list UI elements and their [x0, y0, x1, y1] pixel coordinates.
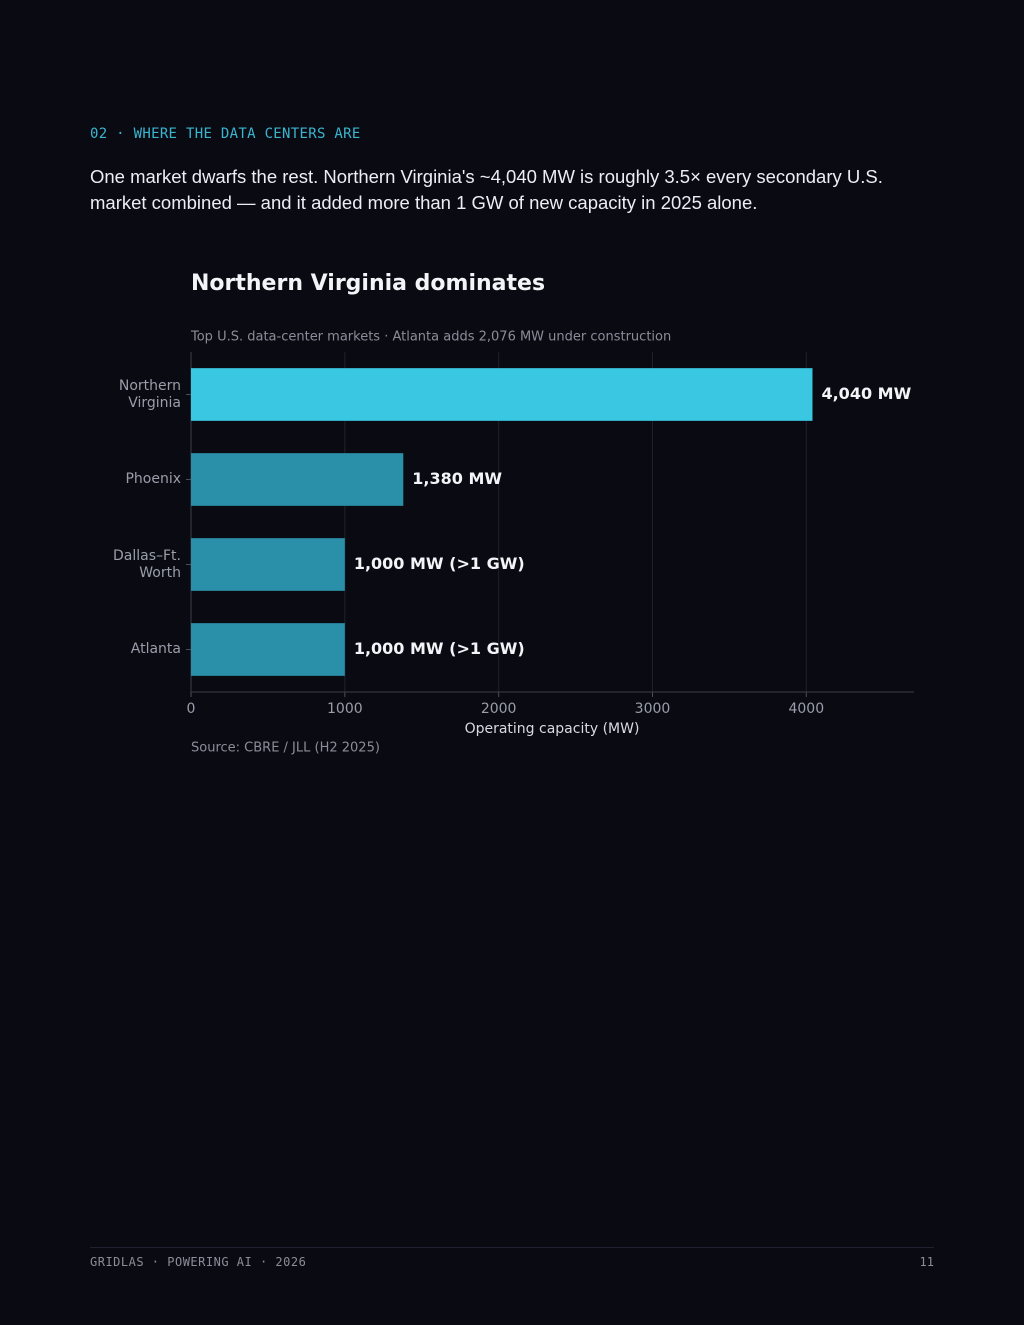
category-label: Northern Virginia [118, 377, 181, 411]
footer-text: GRIDLAS · POWERING AI · 2026 [90, 1255, 307, 1269]
x-tick-label: 1000 [327, 701, 363, 717]
source-note: Source: CBRE / JLL (H2 2025) [191, 741, 380, 756]
category-label: Phoenix [125, 471, 181, 487]
value-label: 1,000 MW (>1 GW) [354, 554, 525, 573]
x-tick-label: 3000 [635, 701, 671, 717]
x-tick-label: 2000 [481, 701, 517, 717]
chart-subtitle: Top U.S. data-center markets · Atlanta a… [190, 330, 671, 345]
footer-rule [90, 1247, 934, 1248]
x-tick-label: 0 [187, 701, 196, 717]
section-label: 02 · WHERE THE DATA CENTERS ARE [90, 126, 361, 142]
x-tick-label: 4000 [788, 701, 824, 717]
chart-title: Northern Virginia dominates [191, 271, 545, 296]
bar [191, 368, 813, 421]
bar [191, 453, 404, 506]
value-label: 4,040 MW [821, 384, 911, 403]
value-label: 1,000 MW (>1 GW) [354, 639, 525, 658]
value-label: 1,380 MW [412, 469, 502, 488]
category-label: Dallas–Ft. Worth [112, 547, 181, 581]
x-axis-label: Operating capacity (MW) [465, 721, 640, 737]
bar [191, 538, 345, 591]
category-label: Atlanta [130, 641, 181, 657]
chart: Northern Virginia dominates Top U.S. dat… [186, 271, 914, 756]
lede: One market dwarfs the rest. Northern Vir… [90, 166, 883, 213]
page-number: 11 [919, 1255, 934, 1269]
bar [191, 623, 345, 676]
